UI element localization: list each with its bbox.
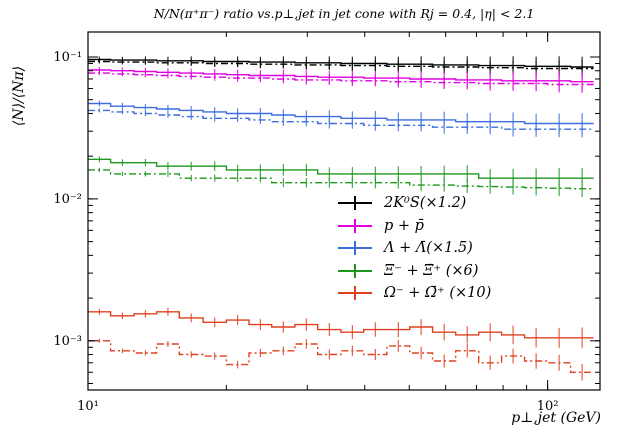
axes-layer: 10¹ 10² 10⁻¹ 10⁻² 10⁻³ xyxy=(53,31,601,414)
series-line xyxy=(88,69,594,83)
y-tick-label: 10⁻² xyxy=(53,192,82,207)
y-axis-label: ⟨N⟩/⟨Nπ⟩ xyxy=(11,65,27,127)
legend-swatch xyxy=(336,237,374,259)
series-8 xyxy=(88,167,594,197)
series-line xyxy=(88,72,594,86)
legend-item: Ξ⁻ + Ξ̄⁺ (×6) xyxy=(336,260,491,283)
series-layer xyxy=(88,56,594,381)
chart-title: N/N(π⁺π⁻) ratio vs.p⊥,jet in jet cone wi… xyxy=(153,6,535,21)
legend-item: p + p̄ xyxy=(336,215,491,238)
series-line xyxy=(88,109,594,130)
legend-item: Λ + Λ̄(×1.5) xyxy=(336,237,491,260)
legend-swatch xyxy=(336,192,374,214)
x-tick-label: 10¹ xyxy=(77,399,99,414)
series-7 xyxy=(88,156,594,189)
legend-label: p + p̄ xyxy=(384,217,424,234)
legend-swatch xyxy=(336,215,374,237)
legend-swatch xyxy=(336,282,374,304)
series-6 xyxy=(88,108,594,138)
series-10 xyxy=(88,338,594,381)
series-1 xyxy=(88,56,594,78)
legend-label: Ω⁻ + Ω̄⁺ (×10) xyxy=(384,285,492,302)
legend-label: 2K⁰S(×1.2) xyxy=(384,195,467,212)
series-line xyxy=(88,169,594,190)
series-9 xyxy=(88,307,594,349)
series-5 xyxy=(88,100,594,134)
legend-swatch xyxy=(336,260,374,282)
legend-item: Ω⁻ + Ω̄⁺ (×10) xyxy=(336,282,491,305)
x-tick-label: 10² xyxy=(537,399,559,414)
y-tick-label: 10⁻³ xyxy=(53,334,82,349)
legend-label: Λ + Λ̄(×1.5) xyxy=(384,240,473,257)
legend-item: 2K⁰S(×1.2) xyxy=(336,192,491,215)
series-line xyxy=(88,158,594,179)
series-2 xyxy=(88,59,594,77)
series-line xyxy=(88,340,594,373)
legend-label: Ξ⁻ + Ξ̄⁺ (×6) xyxy=(384,262,479,279)
series-line xyxy=(88,60,594,70)
series-line xyxy=(88,311,594,339)
chart-legend: 2K⁰S(×1.2) p + p̄ Λ + Λ̄(×1.5) Ξ⁻ + Ξ̄⁺ (×6… xyxy=(336,192,491,305)
series-4 xyxy=(88,71,594,93)
y-tick-label: 10⁻¹ xyxy=(53,50,82,65)
plot-frame xyxy=(87,31,601,391)
x-axis-label: p⊥,jet (GeV) xyxy=(511,410,601,426)
series-line xyxy=(88,102,594,125)
